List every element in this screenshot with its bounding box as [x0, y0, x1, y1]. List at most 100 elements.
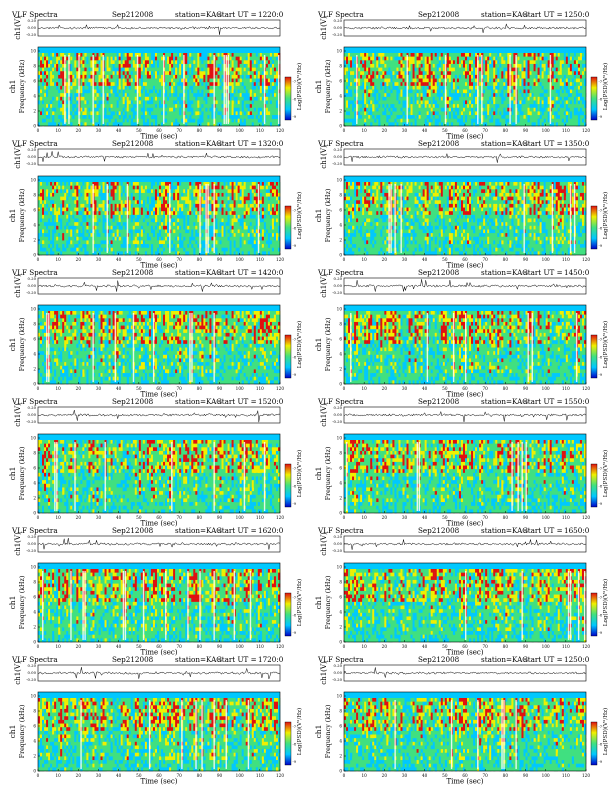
heatmap-cell	[107, 90, 109, 94]
heatmap-cell	[101, 57, 103, 61]
amplitude-tick-label: 0.00	[28, 25, 37, 30]
heatmap-cell	[129, 57, 131, 61]
heatmap-cell	[113, 68, 115, 72]
heatmap-cell	[167, 64, 169, 68]
heatmap-cell	[56, 97, 58, 101]
heatmap-cell	[129, 75, 131, 79]
heatmap-cell	[171, 68, 173, 72]
heatmap-cell	[161, 75, 163, 79]
heatmap-cell	[141, 82, 143, 86]
heatmap-cell	[76, 115, 78, 119]
heatmap-cell	[82, 97, 84, 101]
heatmap-cell	[113, 53, 115, 57]
heatmap-cell	[139, 100, 141, 104]
heatmap-cell	[54, 122, 56, 126]
heatmap-cell	[86, 100, 88, 104]
heatmap-cell	[127, 111, 129, 115]
heatmap-cell	[50, 64, 52, 68]
heatmap-cell	[50, 68, 52, 72]
heatmap-cell	[135, 60, 137, 64]
heatmap-cell	[109, 68, 111, 72]
heatmap-cell	[62, 108, 64, 112]
heatmap-cell	[54, 90, 56, 94]
heatmap-cell	[177, 60, 179, 64]
heatmap-cell	[135, 93, 137, 97]
heatmap-cells	[38, 53, 280, 126]
heatmap-cell	[135, 108, 137, 112]
heatmap-cell	[44, 86, 46, 90]
heatmap-cell	[133, 60, 135, 64]
heatmap-cell	[143, 115, 145, 119]
heatmap-cell	[66, 104, 68, 108]
heatmap-cell	[167, 86, 169, 90]
heatmap-cell	[60, 108, 62, 112]
heatmap-cell	[86, 79, 88, 83]
heatmap-cell	[155, 75, 157, 79]
heatmap-cell	[60, 86, 62, 90]
heatmap-cell	[96, 108, 98, 112]
heatmap-cell	[169, 104, 171, 108]
heatmap-cell	[145, 115, 147, 119]
heatmap-cell	[157, 75, 159, 79]
heatmap-cell	[179, 111, 181, 115]
heatmap-cell	[56, 64, 58, 68]
heatmap-cell	[165, 57, 167, 61]
heatmap-cell	[101, 104, 103, 108]
heatmap-cell	[88, 60, 90, 64]
heatmap-cell	[131, 75, 133, 79]
heatmap-cell	[169, 93, 171, 97]
heatmap-cell	[159, 90, 161, 94]
heatmap-cell	[66, 75, 68, 79]
heatmap-cell	[125, 68, 127, 72]
heatmap-cell	[117, 100, 119, 104]
heatmap-cell	[86, 60, 88, 64]
heatmap-cell	[123, 82, 125, 86]
heatmap-cell	[113, 93, 115, 97]
heatmap-cell	[145, 97, 147, 101]
heatmap-cell	[109, 57, 111, 61]
heatmap-cell	[107, 71, 109, 75]
heatmap-cell	[133, 111, 135, 115]
heatmap-cell	[96, 104, 98, 108]
heatmap-cell	[179, 93, 181, 97]
heatmap-cell	[123, 57, 125, 61]
heatmap-cell	[145, 122, 147, 126]
heatmap-cell	[86, 82, 88, 86]
heatmap-cell	[125, 82, 127, 86]
heatmap-cell	[50, 97, 52, 101]
heatmap-cell	[177, 57, 179, 61]
heatmap-cell	[127, 86, 129, 90]
heatmap-cell	[175, 60, 177, 64]
heatmap-cell	[74, 68, 76, 72]
heatmap-cell	[38, 53, 40, 57]
heatmap-cell	[177, 64, 179, 68]
heatmap-cell	[52, 82, 54, 86]
heatmap-cell	[76, 82, 78, 86]
heatmap-cell	[111, 115, 113, 119]
heatmap-cell	[101, 100, 103, 104]
heatmap-cell	[151, 97, 153, 101]
heatmap-cell	[84, 93, 86, 97]
heatmap-cell	[165, 68, 167, 72]
heatmap-cell	[115, 86, 117, 90]
heatmap-streak	[92, 55, 93, 124]
heatmap-cell	[131, 64, 133, 68]
heatmap-cell	[155, 97, 157, 101]
heatmap-cell	[173, 93, 175, 97]
heatmap-cell	[76, 111, 78, 115]
heatmap-cell	[175, 68, 177, 72]
heatmap-cell	[48, 93, 50, 97]
heatmap-cell	[127, 82, 129, 86]
heatmap-cell	[151, 57, 153, 61]
heatmap-cell	[40, 119, 42, 123]
heatmap-cell	[50, 53, 52, 57]
heatmap-cell	[62, 100, 64, 104]
heatmap-cell	[82, 90, 84, 94]
heatmap-cell	[72, 90, 74, 94]
heatmap-cell	[66, 53, 68, 57]
vlf-spectra-page: VLF Spectra Sep212008 station=KAG start UT …	[0, 0, 612, 792]
heatmap-cell	[159, 82, 161, 86]
heatmap-cell	[123, 53, 125, 57]
heatmap-cell	[80, 90, 82, 94]
heatmap-cell	[181, 75, 183, 79]
